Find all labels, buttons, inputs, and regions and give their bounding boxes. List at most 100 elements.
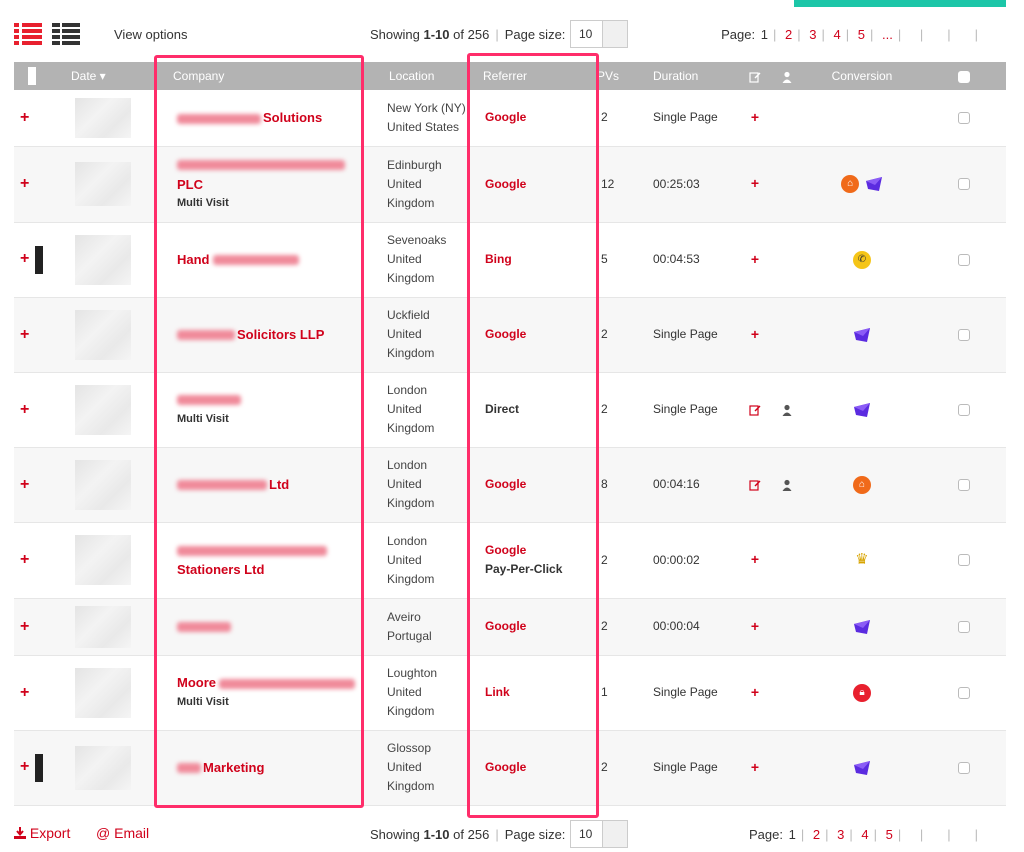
company-cell[interactable]: Solicitors LLP xyxy=(161,297,377,373)
page-link-1[interactable]: 1 xyxy=(760,27,768,42)
table-row[interactable]: + Aveiro Portugal Google 2 00:00:04 + xyxy=(14,598,1006,656)
brand-icon xyxy=(854,619,870,634)
row-checkbox[interactable] xyxy=(957,620,970,633)
header-location[interactable]: Location xyxy=(377,62,467,90)
add-note-button[interactable]: + xyxy=(750,758,760,775)
visitor-thumbnail xyxy=(75,745,131,790)
duration-cell: Single Page xyxy=(639,90,739,147)
header-select-all[interactable] xyxy=(921,62,1006,90)
table-row[interactable]: + Multi Visit London United Kingdom Direct… xyxy=(14,372,1006,448)
row-checkbox[interactable] xyxy=(957,112,970,125)
add-note-button[interactable]: + xyxy=(750,683,760,700)
list-view-icon[interactable] xyxy=(14,23,42,45)
header-pvs[interactable]: PVs xyxy=(597,62,639,90)
visitor-thumbnail xyxy=(75,234,131,285)
company-cell[interactable]: Moore Multi Visit xyxy=(161,655,377,731)
page-link-1[interactable]: 1 xyxy=(788,827,796,842)
pvs-cell: 2 xyxy=(597,372,639,448)
header-referrer[interactable]: Referrer xyxy=(467,62,597,90)
company-cell[interactable]: Marketing xyxy=(161,730,377,806)
referrer-cell: Google xyxy=(467,297,597,373)
table-row[interactable]: + Solicitors LLP Uckfield United Kingdom G… xyxy=(14,297,1006,373)
row-checkbox[interactable] xyxy=(957,478,970,491)
table-view-icon[interactable] xyxy=(52,23,80,45)
add-note-button[interactable]: + xyxy=(750,325,760,342)
header-duration[interactable]: Duration xyxy=(639,62,739,90)
expand-row-button[interactable]: + xyxy=(20,249,30,267)
user-icon[interactable] xyxy=(782,404,792,416)
company-cell[interactable]: Stationers Ltd xyxy=(161,522,377,599)
add-note-button[interactable]: + xyxy=(750,250,760,267)
user-icon[interactable] xyxy=(782,479,792,491)
row-checkbox[interactable] xyxy=(957,253,970,266)
edit-note-icon[interactable] xyxy=(749,404,761,416)
page-link-3[interactable]: 3 xyxy=(837,827,845,842)
row-checkbox[interactable] xyxy=(957,403,970,416)
brand-icon xyxy=(854,327,870,342)
header-conversion[interactable]: Conversion xyxy=(803,62,921,90)
page-size-select[interactable]: 10 xyxy=(570,20,628,48)
expand-row-button[interactable]: + xyxy=(20,683,30,701)
trophy-icon: ♛ xyxy=(855,551,869,569)
row-checkbox[interactable] xyxy=(957,328,970,341)
expand-row-button[interactable]: + xyxy=(20,617,30,635)
add-note-button[interactable]: + xyxy=(750,108,760,125)
expand-row-button[interactable]: + xyxy=(20,475,30,493)
company-cell[interactable]: Multi Visit xyxy=(161,372,377,448)
page-link-2[interactable]: 2 xyxy=(812,827,821,842)
table-row[interactable]: + Moore Multi Visit Loughton United Kingdo… xyxy=(14,655,1006,731)
table-row[interactable]: + Solutions New York (NY) United States G… xyxy=(14,90,1006,147)
page-link-3[interactable]: 3 xyxy=(809,27,817,42)
header-date[interactable]: Date ▾ xyxy=(61,62,161,90)
expand-row-button[interactable]: + xyxy=(20,325,30,343)
pvs-cell: 8 xyxy=(597,447,639,523)
page-link-2[interactable]: 2 xyxy=(784,27,793,42)
table-row[interactable]: + Ltd London United Kingdom Google 8 00:04… xyxy=(14,447,1006,523)
select-all-checkbox[interactable] xyxy=(957,70,970,83)
location-cell: Sevenoaks United Kingdom xyxy=(377,222,467,298)
lock-icon: 🔒︎ xyxy=(853,683,871,702)
page-link-more[interactable]: ... xyxy=(881,27,893,42)
header-user-icon xyxy=(771,62,803,90)
company-cell[interactable]: PLC Multi Visit xyxy=(161,146,377,223)
row-checkbox[interactable] xyxy=(957,686,970,699)
table-row[interactable]: + Marketing Glossop United Kingdom Google … xyxy=(14,730,1006,806)
brand-icon xyxy=(854,760,870,775)
expand-row-button[interactable]: + xyxy=(20,757,30,775)
expand-row-button[interactable]: + xyxy=(20,108,30,126)
visitor-thumbnail xyxy=(75,459,131,510)
add-note-button[interactable]: + xyxy=(750,617,760,634)
view-options-link[interactable]: View options xyxy=(114,27,188,42)
table-row[interactable]: + Hand Sevenoaks United Kingdom Bing 5 00:… xyxy=(14,222,1006,298)
location-cell: Aveiro Portugal xyxy=(377,598,467,656)
row-checkbox[interactable] xyxy=(957,554,970,567)
email-button[interactable]: @ Email xyxy=(96,825,150,841)
table-row[interactable]: + PLC Multi Visit Edinburgh United Kingdom… xyxy=(14,146,1006,223)
row-checkbox[interactable] xyxy=(957,178,970,191)
page-link-4[interactable]: 4 xyxy=(833,27,841,42)
expand-row-button[interactable]: + xyxy=(20,400,30,418)
edit-note-icon[interactable] xyxy=(749,479,761,491)
conversion-cell: ⌂ xyxy=(803,146,921,223)
page-link-4[interactable]: 4 xyxy=(861,827,869,842)
brand-icon xyxy=(854,402,870,417)
row-checkbox[interactable] xyxy=(957,761,970,774)
page-link-5[interactable]: 5 xyxy=(857,27,865,42)
duration-cell: Single Page xyxy=(639,730,739,806)
add-note-button[interactable]: + xyxy=(750,551,760,567)
table-row[interactable]: + Stationers Ltd London United Kingdom Goo… xyxy=(14,522,1006,599)
export-button[interactable]: Export xyxy=(14,825,70,841)
page-size-select-bottom[interactable]: 10 xyxy=(570,820,628,848)
pvs-cell: 2 xyxy=(597,297,639,373)
company-cell[interactable]: Hand xyxy=(161,222,377,298)
pvs-cell: 2 xyxy=(597,522,639,599)
expand-row-button[interactable]: + xyxy=(20,175,30,192)
add-note-button[interactable]: + xyxy=(750,175,760,191)
download-icon xyxy=(14,827,26,839)
expand-row-button[interactable]: + xyxy=(20,551,30,568)
company-cell[interactable]: Solutions xyxy=(161,90,377,147)
company-cell[interactable] xyxy=(161,598,377,656)
company-cell[interactable]: Ltd xyxy=(161,447,377,523)
page-link-5[interactable]: 5 xyxy=(885,827,893,842)
header-company[interactable]: Company xyxy=(161,62,377,90)
